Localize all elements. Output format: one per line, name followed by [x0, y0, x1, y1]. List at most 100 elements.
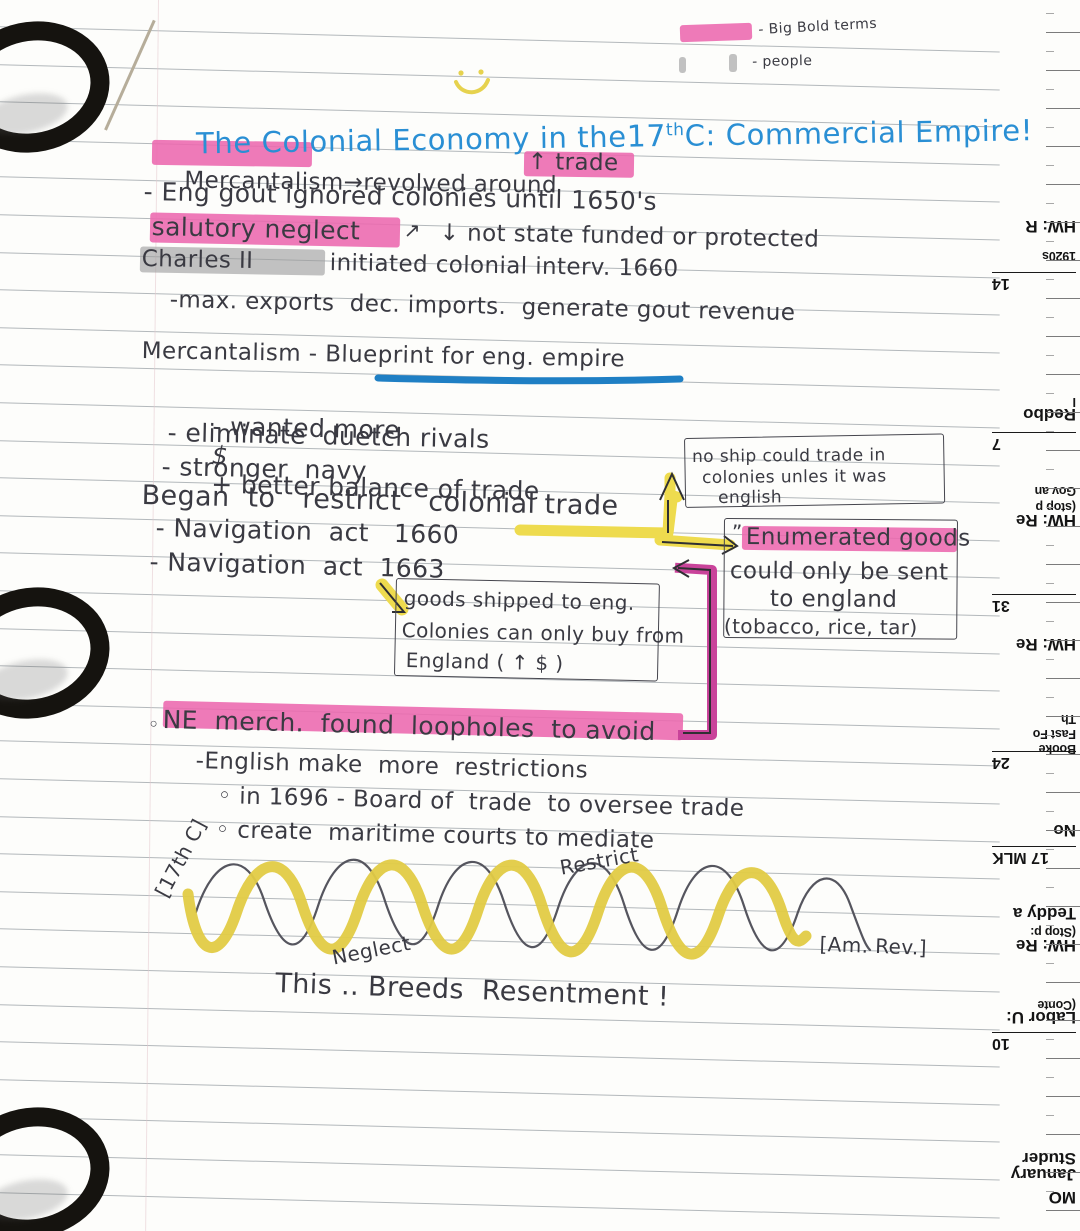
- term-salutory-neglect: salutory neglect: [151, 212, 361, 246]
- planner-tick: [1046, 621, 1054, 622]
- planner-entry: Gov an: [1034, 484, 1076, 498]
- term-enumerated-goods: Enumerated goods: [745, 524, 971, 552]
- callout-ship-line2: colonies unles it was: [702, 466, 887, 488]
- arrow-salutory: ↗: [403, 218, 422, 243]
- rule-line: [0, 1191, 1000, 1219]
- adjacent-planner-page: 14 1920s HW: R 7 Redbo I HW: Re (stop p Gov an 31…: [988, 0, 1080, 1231]
- planner-tick: [1046, 13, 1054, 14]
- planner-rule: [1046, 944, 1080, 945]
- note-trade-term: ↑ trade: [527, 149, 619, 177]
- rule-line: [0, 1003, 1000, 1031]
- callout-shipped-line1: goods shipped to eng.: [403, 586, 635, 615]
- planner-tick: [1046, 1115, 1054, 1116]
- planner-rule: [1046, 412, 1080, 413]
- planner-tick: [1046, 1001, 1054, 1002]
- planner-tick: [1046, 507, 1054, 508]
- diagram-right-label: [Am. Rev.]: [819, 932, 928, 960]
- callout-enumerated-line2: to england: [769, 586, 898, 613]
- planner-tick: [1046, 811, 1054, 812]
- planner-tick: [1046, 393, 1054, 394]
- rule-line: [0, 890, 1000, 918]
- planner-tick: [1046, 431, 1054, 432]
- planner-tick: [1046, 469, 1054, 470]
- planner-rule: [1046, 1096, 1080, 1097]
- legend-swatch-gray: [679, 57, 686, 73]
- planner-rule: [1046, 336, 1080, 337]
- callout-enumerated-line3: (tobacco, rice, tar): [723, 614, 918, 640]
- planner-tick: [1046, 583, 1054, 584]
- planner-entry: Fast Fo: [1032, 727, 1076, 741]
- legend-gray-label: - people: [752, 52, 813, 70]
- planner-rule: [1046, 146, 1080, 147]
- planner-tick: [1046, 203, 1054, 204]
- planner-rule: [1046, 640, 1080, 641]
- planner-tick: [1046, 735, 1054, 736]
- planner-rule: [1046, 868, 1080, 869]
- callout-ship-line3: english: [718, 487, 783, 508]
- planner-entry: HW: R: [1025, 217, 1076, 236]
- planner-tick: [1046, 963, 1054, 964]
- planner-rule: [1046, 982, 1080, 983]
- planner-rule: [1046, 678, 1080, 679]
- planner-rule: [1046, 526, 1080, 527]
- planner-entry: 31: [992, 594, 1076, 614]
- planner-rule: [1046, 906, 1080, 907]
- page-title-tail: C: Commercial Empire!: [684, 113, 1034, 153]
- legend-swatch-pink: [679, 22, 753, 43]
- planner-entry: Booke: [1038, 742, 1076, 756]
- page-title-century: 17: [626, 118, 667, 155]
- planner-rule: [1046, 374, 1080, 375]
- planner-tick: [1046, 925, 1054, 926]
- planner-entry: January: [1010, 1165, 1076, 1184]
- planner-rule: [1046, 108, 1080, 109]
- bullet-ne-merch: ◦: [147, 712, 161, 737]
- planner-rule: [1046, 222, 1080, 223]
- rule-line: [0, 1041, 1000, 1068]
- callout-enumerated-quote: ”: [731, 520, 743, 545]
- planner-rule: [1046, 602, 1080, 603]
- rule-line: [0, 1078, 1000, 1106]
- planner-entry: HW: Re: [1015, 936, 1076, 955]
- planner-tick: [1046, 1153, 1054, 1154]
- planner-rule: [1046, 1020, 1080, 1021]
- planner-rule: [1046, 754, 1080, 755]
- planner-rule: [1046, 70, 1080, 71]
- planner-entry: Th: [1061, 712, 1076, 726]
- planner-tick: [1046, 1077, 1054, 1078]
- planner-tick: [1046, 165, 1054, 166]
- planner-tick: [1046, 773, 1054, 774]
- planner-entry: I: [1072, 395, 1076, 409]
- callout-enumerated-line1: could only be sent: [729, 558, 949, 586]
- planner-tick: [1046, 697, 1054, 698]
- planner-tick: [1046, 89, 1054, 90]
- planner-entry: 17 MLK: [992, 846, 1076, 866]
- planner-entry: Labor U:: [1006, 1008, 1076, 1027]
- rule-line: [0, 1154, 1000, 1181]
- rule-line: [0, 1116, 1000, 1143]
- person-charles-ii: Charles II: [141, 246, 254, 274]
- planner-rule: [1046, 792, 1080, 793]
- planner-tick: [1046, 887, 1054, 888]
- planner-tick: [1046, 317, 1054, 318]
- planner-entry: MO: [1048, 1188, 1076, 1207]
- planner-rule: [1046, 32, 1080, 33]
- planner-tick: [1046, 51, 1054, 52]
- planner-tick: [1046, 659, 1054, 660]
- page-title-century-suffix: th: [665, 120, 685, 141]
- planner-rule: [1046, 184, 1080, 185]
- callout-shipped-line3: England ( ↑ $ ): [405, 648, 564, 676]
- planner-tick: [1046, 1191, 1054, 1192]
- planner-tick: [1046, 545, 1054, 546]
- planner-rule: [1046, 260, 1080, 261]
- planner-tick: [1046, 279, 1054, 280]
- planner-tick: [1046, 241, 1054, 242]
- planner-entry: 14: [992, 272, 1076, 292]
- planner-rule: [1046, 298, 1080, 299]
- planner-rule: [1046, 830, 1080, 831]
- callout-ship-line1: no ship could trade in: [692, 445, 886, 467]
- planner-entry: 10: [992, 1032, 1076, 1052]
- planner-entry: HW: Re: [1015, 635, 1076, 654]
- planner-entry: 7: [992, 432, 1076, 452]
- planner-rule: [1046, 1172, 1080, 1173]
